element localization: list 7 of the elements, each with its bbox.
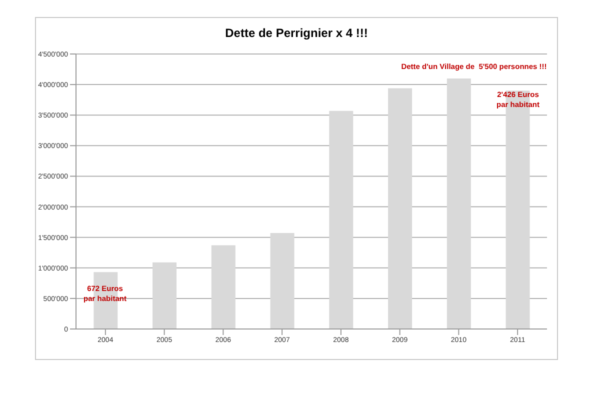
bar xyxy=(446,78,471,329)
bar xyxy=(211,245,236,329)
bar xyxy=(270,233,294,329)
bar xyxy=(388,88,412,329)
bar xyxy=(152,262,177,329)
bar xyxy=(329,110,354,329)
chart-title: Dette de Perrignier x 4 !!! xyxy=(224,25,369,42)
